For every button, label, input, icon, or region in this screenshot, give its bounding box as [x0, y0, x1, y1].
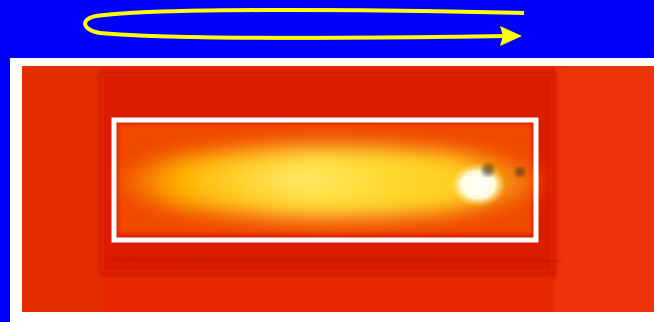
thermal-image: [22, 66, 654, 312]
page: [0, 0, 654, 322]
scan-arrow: [85, 10, 524, 38]
figure: [0, 0, 654, 322]
arrow-head: [500, 26, 522, 46]
